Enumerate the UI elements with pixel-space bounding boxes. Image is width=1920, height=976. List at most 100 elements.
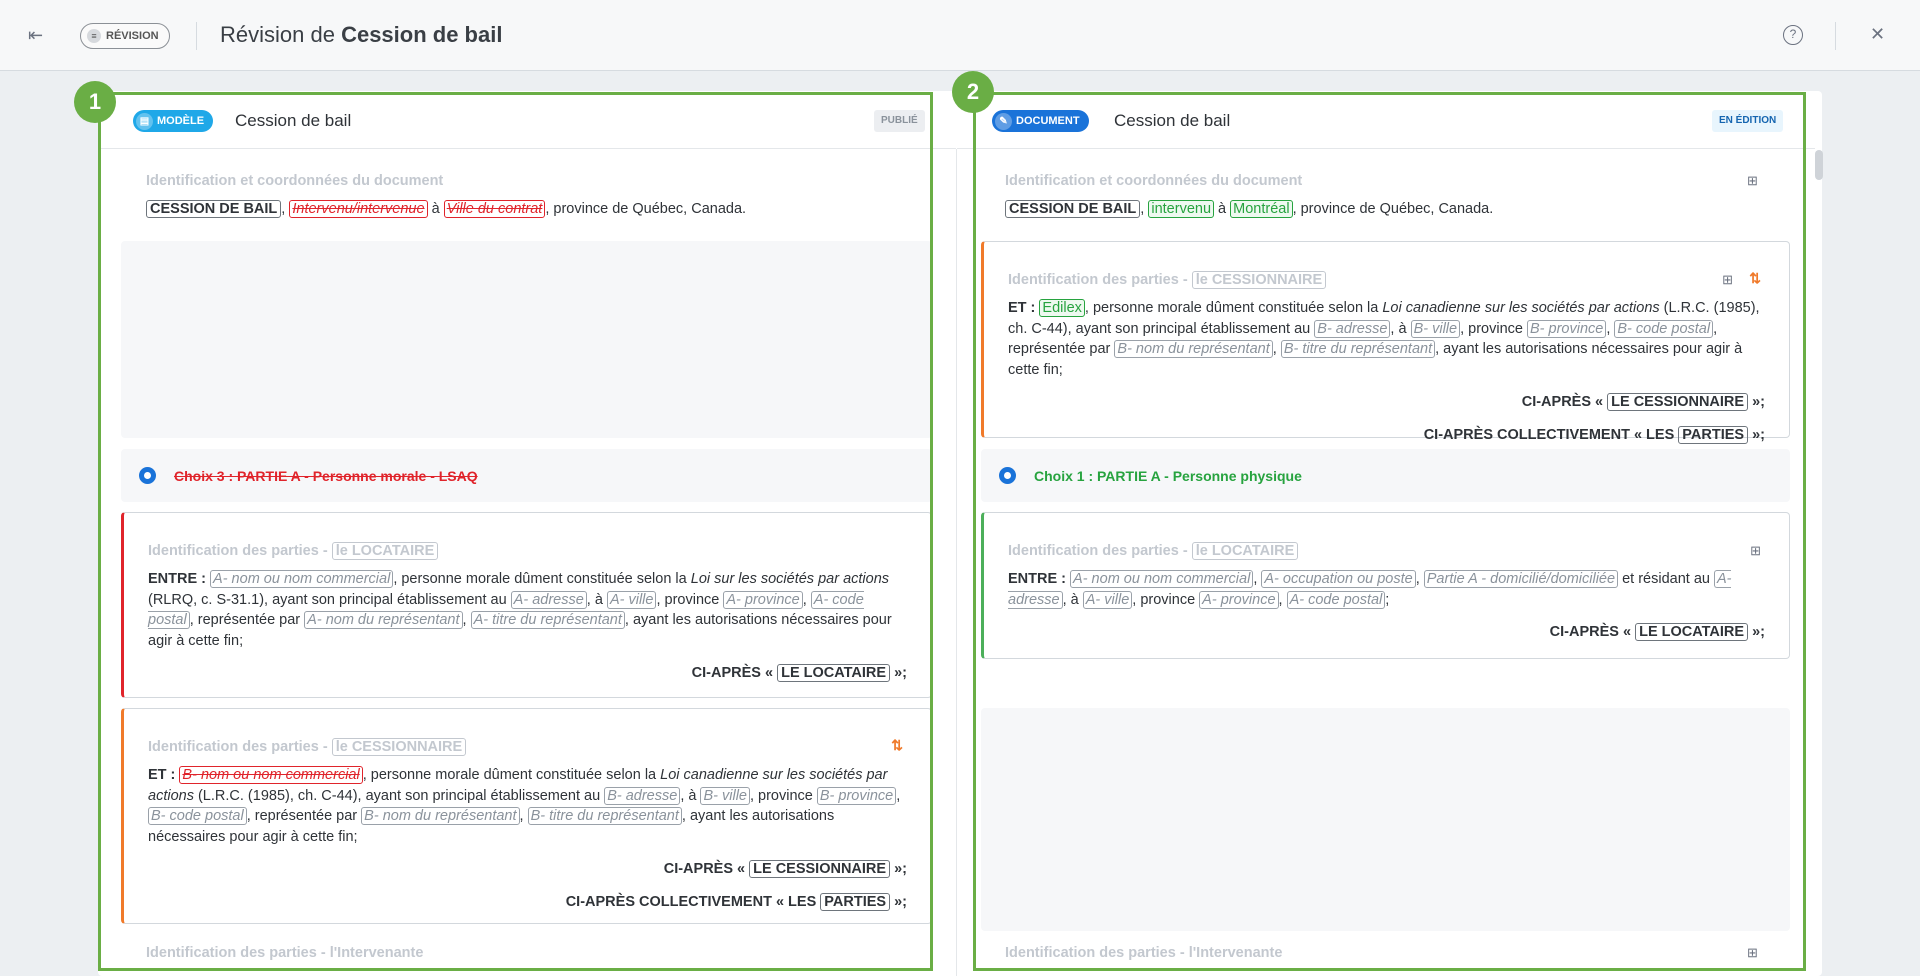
status-badge: PUBLIÉ [874,110,925,132]
field-placeholder[interactable]: B- province [1526,319,1607,338]
help-circle-icon[interactable]: ? [1783,25,1803,45]
text: , représentée par [1008,320,1718,358]
left-panel-title: Cession de bail [235,111,352,130]
text: , ayant les autorisations nécessaires po… [148,808,835,845]
moved-arrows-icon: ⇅ [891,737,903,753]
field-placeholder[interactable]: A- province [723,590,803,609]
section-text: ENTRE : A- nom ou nom commercial, person… [148,569,907,651]
highlight-outline-1 [98,92,933,971]
field-placeholder[interactable]: B- titre du représentant [527,807,682,825]
text: , province [749,787,817,804]
radio-selected[interactable] [999,467,1016,484]
text: , [462,612,471,628]
choice-label: Choix 3 : PARTIE A - Personne morale - L… [174,467,478,484]
revision-badge: ≡ RÉVISION [80,23,170,49]
text: , province de Québec, Canada. [545,201,747,217]
field-placeholder[interactable]: A- nom ou nom commercial [210,570,394,588]
field-placeholder[interactable]: B- adresse [604,786,681,805]
choice-row-added[interactable]: Choix 1 : PARTIE A - Personne physique [981,449,1790,502]
term-tag: LE CESSIONNAIRE [1607,393,1749,411]
close-icon[interactable]: ✕ [1870,24,1886,44]
field-added[interactable]: intervenu [1148,200,1215,218]
left-section-intervenante: Identification des parties - l'Intervena… [146,943,423,971]
field-placeholder[interactable]: B- province [816,786,897,805]
field-placeholder[interactable]: B- nom du représentant [361,807,520,825]
field-deleted[interactable]: Intervenu/intervenue [289,200,428,218]
choice-row-deleted[interactable]: Choix 3 : PARTIE A - Personne morale - L… [121,449,932,502]
section-text: ET : B- nom ou nom commercial, personne … [148,765,907,847]
choice-label: Choix 1 : PARTIE A - Personne physique [1034,467,1302,484]
field-placeholder[interactable]: A- ville [606,590,657,609]
text: , à [680,787,701,804]
field-placeholder[interactable]: A- nom ou nom commercial [1070,570,1254,588]
scrollbar[interactable] [1815,150,1823,180]
italic-text: Loi canadienne sur les sociétés par acti… [1382,300,1660,316]
field-placeholder[interactable]: A- province [1199,590,1279,609]
term-tag: PARTIES [1678,425,1749,444]
field-placeholder[interactable]: B- code postal [1614,319,1714,338]
field-placeholder[interactable]: A- adresse [510,590,587,609]
section-designations: CI-APRÈS « LE CESSIONNAIRE »; CI-APRÈS CO… [1008,392,1765,445]
section-heading: Identification des parties - l'Intervena… [146,945,424,961]
bold-text: ENTRE : [1008,571,1071,587]
section-heading: Identification des parties - le CESSIONN… [1008,270,1765,292]
step-number-1: 1 [74,81,116,123]
bold-text: ENTRE : [148,571,211,587]
field-added[interactable]: Montréal [1230,200,1293,218]
term-tag: PARTIES [820,892,891,911]
field-placeholder[interactable]: B- nom du représentant [1114,340,1273,358]
document-icon: ▤ [136,112,153,130]
field-placeholder[interactable]: B- titre du représentant [1280,340,1436,358]
text: (RLRQ, c. S-31.1), ayant son principal é… [148,591,511,608]
add-comment-icon[interactable]: ⊞ [1722,272,1733,287]
bold-text: ET : [148,767,180,783]
field-placeholder[interactable]: B- code postal [148,807,247,825]
field-deleted[interactable]: Ville du contrat [443,200,546,218]
text: , [281,201,290,217]
field-placeholder[interactable]: A- nom du représentant [304,611,463,629]
left-section-cessionnaire: ⇅ Identification des parties - le CESSIO… [121,708,932,924]
text: , personne morale dûment constituée selo… [1084,300,1383,316]
text: , personne morale dûment constituée selo… [362,767,661,783]
field-deleted[interactable]: B- nom ou nom commercial [179,766,363,784]
field-added[interactable]: Edilex [1039,299,1085,317]
title-prefix: Révision de [220,22,342,47]
designation-line: CI-APRÈS « LE CESSIONNAIRE »; [1008,392,1765,413]
field-placeholder[interactable]: A- titre du représentant [470,611,625,629]
text: , ayant les autorisations nécessaires po… [1008,341,1743,378]
designation-line: CI-APRÈS « LE CESSIONNAIRE »; [148,859,907,880]
text: et résidant au [1618,571,1714,587]
bold-text: ET : [1008,300,1040,316]
right-section-identification: ⊞ Identification et coordonnées du docum… [1005,171,1785,219]
term-tag: LE CESSIONNAIRE [749,860,891,878]
add-comment-icon[interactable]: ⊞ [1747,945,1758,960]
field-placeholder[interactable]: B- adresse [1314,319,1391,338]
field-placeholder[interactable]: A- occupation ou poste [1261,570,1416,588]
add-comment-icon[interactable]: ⊞ [1747,173,1758,188]
text: , personne morale dûment constituée selo… [393,571,691,587]
heading-text: Identification des parties - [148,543,332,559]
document-badge: ✎ DOCUMENT [992,110,1089,132]
designation-line: CI-APRÈS COLLECTIVEMENT « LES PARTIES »; [148,892,907,913]
text: , ayant les autorisations nécessaires po… [148,612,892,649]
divider [196,22,197,50]
text: , [802,591,811,608]
field-placeholder[interactable]: B- ville [700,786,750,805]
text: , province [1460,320,1527,337]
add-comment-icon[interactable]: ⊞ [1750,543,1761,558]
section-heading: Identification et coordonnées du documen… [146,173,444,189]
text: (L.R.C. (1985), ch. C-44), ayant son pri… [1008,300,1760,337]
revision-badge-label: RÉVISION [106,30,159,42]
field-placeholder[interactable]: B- ville [1410,319,1461,338]
collapse-left-icon[interactable]: ⇤ [28,25,44,45]
field-placeholder[interactable]: A- adresse [1008,570,1732,609]
text: , à [586,591,607,608]
field-placeholder[interactable]: A- ville [1082,590,1133,609]
heading-tag: le CESSIONNAIRE [1191,271,1327,289]
field-placeholder[interactable]: A- code postal [148,590,864,629]
revision-icon: ≡ [87,29,101,43]
italic-text: Loi sur les sociétés par actions [690,571,890,587]
field-placeholder[interactable]: Partie A - domicilié/domiciliée [1423,570,1619,588]
radio-selected[interactable] [139,467,156,484]
field-placeholder[interactable]: A- code postal [1286,590,1386,609]
